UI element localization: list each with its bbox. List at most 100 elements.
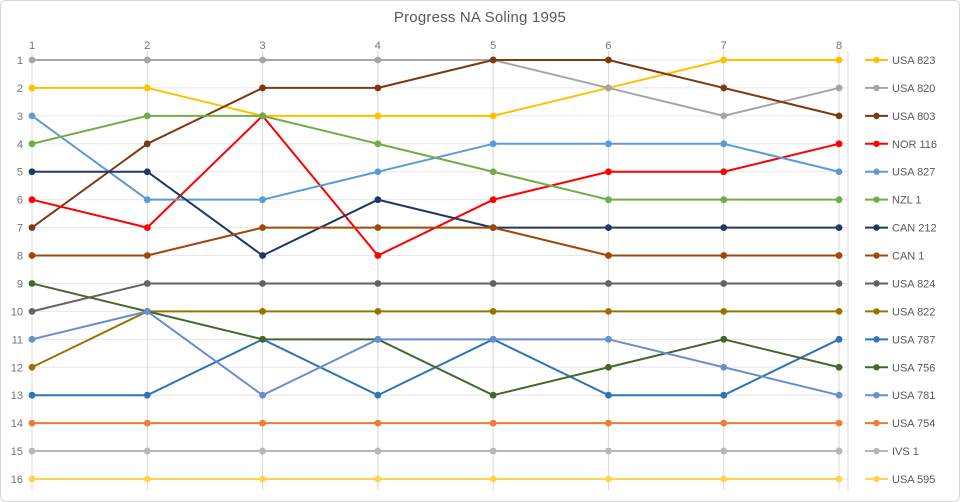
x-axis-label: 5 xyxy=(490,40,496,52)
y-axis-label: 2 xyxy=(17,83,23,95)
legend-marker-dot xyxy=(873,364,880,371)
y-axis-label: 12 xyxy=(11,362,23,374)
data-point-marker xyxy=(489,56,497,64)
data-point-marker xyxy=(835,224,843,231)
data-point-marker xyxy=(259,280,266,287)
data-point-marker xyxy=(374,84,382,92)
data-point-marker xyxy=(835,363,843,371)
data-point-marker xyxy=(720,84,728,92)
legend-marker-dot xyxy=(873,447,880,455)
legend-marker-dot xyxy=(873,391,880,399)
data-point-marker xyxy=(605,419,612,427)
data-point-marker xyxy=(374,419,382,427)
data-point-marker xyxy=(489,224,497,231)
legend-marker-dot xyxy=(873,168,880,175)
legend-marker-dot xyxy=(873,224,880,231)
data-point-marker xyxy=(143,140,151,148)
legend-label: USA 824 xyxy=(892,278,935,290)
series-line xyxy=(32,59,840,117)
legend-item-usa-824: USA 824 xyxy=(865,278,935,290)
legend-item-usa-823: USA 823 xyxy=(865,55,935,67)
data-point-marker xyxy=(835,335,843,343)
data-point-marker xyxy=(28,112,36,120)
legend-label: CAN 212 xyxy=(892,223,937,235)
series-usa-595 xyxy=(28,475,843,483)
data-point-marker xyxy=(835,447,843,455)
data-point-marker xyxy=(28,475,36,483)
legend-label: USA 756 xyxy=(892,362,935,374)
legend-label: USA 823 xyxy=(892,55,935,67)
legend-item-usa-787: USA 787 xyxy=(865,334,935,346)
data-point-marker xyxy=(143,252,151,259)
y-axis-label: 11 xyxy=(12,334,23,346)
data-point-marker xyxy=(720,475,728,483)
data-point-marker xyxy=(143,307,151,315)
data-point-marker xyxy=(489,447,497,455)
x-axis-label: 6 xyxy=(605,40,611,52)
data-point-marker xyxy=(28,447,36,455)
series-can-1 xyxy=(28,224,843,259)
data-point-marker xyxy=(835,196,843,204)
y-axis-label: 15 xyxy=(11,446,23,458)
data-point-marker xyxy=(259,475,266,483)
series-usa-824 xyxy=(28,280,843,315)
series-line xyxy=(32,59,840,117)
data-point-marker xyxy=(720,112,728,120)
y-axis-label: 1 xyxy=(17,55,23,67)
series-ivs-1 xyxy=(28,447,843,455)
data-point-marker xyxy=(28,224,36,231)
data-point-marker xyxy=(28,363,36,371)
legend-label: USA 822 xyxy=(892,306,935,318)
data-point-marker xyxy=(374,140,382,148)
legend-item-nzl-1: NZL 1 xyxy=(865,195,922,207)
y-axis-label: 9 xyxy=(17,278,23,290)
data-point-marker xyxy=(374,56,382,64)
series-line xyxy=(31,282,840,313)
series-line xyxy=(31,310,840,397)
data-point-marker xyxy=(605,224,612,231)
series-line xyxy=(31,114,840,257)
legend-marker-dot xyxy=(873,112,880,120)
y-axis-label: 6 xyxy=(17,195,23,207)
data-point-marker xyxy=(143,391,151,399)
legend-item-can-212: CAN 212 xyxy=(865,223,937,235)
data-point-marker xyxy=(259,84,266,92)
data-point-marker xyxy=(720,280,728,287)
data-point-marker xyxy=(28,84,36,92)
x-axis-label: 4 xyxy=(375,40,381,52)
series-usa-822 xyxy=(28,307,843,371)
y-axis-label: 7 xyxy=(17,223,23,235)
legend-item-usa-822: USA 822 xyxy=(865,306,935,318)
data-point-marker xyxy=(605,84,612,92)
data-point-marker xyxy=(374,252,382,259)
data-point-marker xyxy=(835,419,843,427)
data-point-marker xyxy=(489,112,497,120)
data-point-marker xyxy=(835,252,843,259)
data-point-marker xyxy=(28,280,36,287)
data-point-marker xyxy=(259,224,266,231)
legend-item-can-1: CAN 1 xyxy=(865,251,924,263)
x-axis: 1 2 3 4 5 6 7 8 xyxy=(29,40,842,52)
data-point-marker xyxy=(143,224,151,231)
legend-label: USA 820 xyxy=(892,83,935,95)
data-point-marker xyxy=(489,140,497,148)
data-point-marker xyxy=(143,196,151,204)
data-point-marker xyxy=(489,335,497,343)
y-axis-label: 10 xyxy=(11,306,23,318)
data-point-marker xyxy=(835,280,843,287)
data-point-marker xyxy=(28,196,36,204)
data-point-marker xyxy=(259,196,266,204)
data-point-marker xyxy=(374,224,382,231)
legend-label: USA 754 xyxy=(892,418,935,430)
legend-item-usa-820: USA 820 xyxy=(865,83,935,95)
data-point-marker xyxy=(259,252,266,259)
legend-marker-dot xyxy=(873,419,880,427)
series-usa-823 xyxy=(28,56,843,120)
legend-marker-dot xyxy=(873,140,880,147)
series-line xyxy=(32,170,840,257)
legend-item-nor-116: NOR 116 xyxy=(865,139,937,151)
data-point-marker xyxy=(143,280,151,287)
series-usa-781 xyxy=(28,307,843,399)
